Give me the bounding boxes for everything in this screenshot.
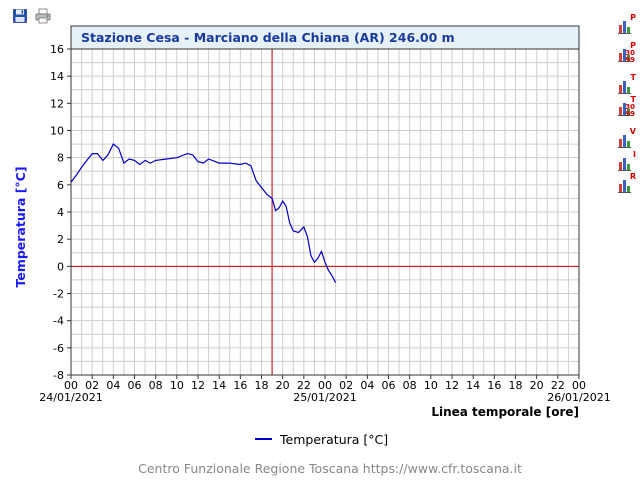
- x-axis-label: Linea temporale [ore]: [431, 405, 579, 419]
- bar-chart-icon: [618, 49, 631, 62]
- x-tick-label: 04: [106, 379, 120, 392]
- temperatura-button[interactable]: T: [618, 73, 636, 94]
- x-tick-label: 10: [170, 379, 184, 392]
- save-icon[interactable]: [12, 8, 28, 24]
- y-tick-label: 8: [57, 152, 64, 165]
- pressione-30-99-button[interactable]: P 30 99: [618, 41, 636, 64]
- y-tick-label: 0: [57, 260, 64, 273]
- x-tick-label: 06: [382, 379, 396, 392]
- x-tick-label: 20: [276, 379, 290, 392]
- y-tick-label: 12: [50, 97, 64, 110]
- x-tick-label: 10: [424, 379, 438, 392]
- date-label: 25/01/2021: [293, 391, 356, 404]
- vento-button[interactable]: V: [618, 127, 636, 148]
- x-tick-label: 02: [339, 379, 353, 392]
- footer-credit: Centro Funzionale Regione Toscana https:…: [138, 461, 522, 476]
- r-button[interactable]: R: [618, 172, 636, 193]
- y-tick-label: 10: [50, 125, 64, 138]
- x-tick-label: 04: [360, 379, 374, 392]
- x-tick-label: 00: [64, 379, 78, 392]
- side-button-sublabel: 30 99: [625, 103, 635, 118]
- bar-chart-icon: [618, 135, 631, 148]
- side-button-letter: P: [630, 41, 636, 50]
- side-button-letter: T: [630, 73, 636, 82]
- x-tick-label: 12: [445, 379, 459, 392]
- x-tick-label: 22: [297, 379, 311, 392]
- bar-chart-icon: [618, 180, 631, 193]
- side-button-sublabel: 30 99: [625, 49, 635, 64]
- bar-chart-icon: [618, 103, 631, 116]
- x-tick-label: 08: [149, 379, 163, 392]
- y-tick-label: 14: [50, 70, 64, 83]
- series-line-temperatura: [70, 143, 337, 283]
- y-tick-label: 6: [57, 179, 64, 192]
- y-tick-label: 2: [57, 233, 64, 246]
- y-tick-label: -6: [53, 342, 64, 355]
- x-tick-label: 20: [530, 379, 544, 392]
- chart-title: Stazione Cesa - Marciano della Chiana (A…: [81, 30, 455, 45]
- x-tick-label: 00: [572, 379, 586, 392]
- print-icon[interactable]: [35, 8, 51, 24]
- x-tick-label: 12: [191, 379, 205, 392]
- side-button-letter: R: [629, 172, 636, 181]
- y-tick-label: 4: [57, 206, 64, 219]
- side-button-letter: T: [630, 95, 636, 104]
- y-tick-label: -2: [53, 288, 64, 301]
- idro-button[interactable]: I: [618, 150, 636, 171]
- side-button-letter: V: [629, 127, 636, 136]
- y-tick-label: 16: [50, 43, 64, 56]
- temperatura-30-99-button[interactable]: T 30 99: [618, 95, 636, 118]
- x-tick-label: 18: [255, 379, 269, 392]
- x-tick-label: 06: [128, 379, 142, 392]
- y-tick-label: -4: [53, 315, 64, 328]
- side-button-letter: I: [633, 150, 636, 159]
- side-button-letter: P: [630, 13, 636, 22]
- date-label: 26/01/2021: [547, 391, 610, 404]
- x-tick-label: 16: [487, 379, 501, 392]
- bar-chart-icon: [618, 81, 631, 94]
- bar-chart-icon: [618, 158, 631, 171]
- x-tick-label: 14: [466, 379, 480, 392]
- x-tick-label: 02: [85, 379, 99, 392]
- bar-chart-icon: [618, 21, 631, 34]
- x-tick-label: 18: [509, 379, 523, 392]
- x-tick-label: 00: [318, 379, 332, 392]
- date-label: 24/01/2021: [39, 391, 102, 404]
- pressione-button[interactable]: P: [618, 13, 636, 34]
- temperature-chart: Stazione Cesa - Marciano della Chiana (A…: [13, 25, 611, 447]
- x-tick-label: 14: [212, 379, 226, 392]
- legend-label: Temperatura [°C]: [279, 432, 388, 447]
- x-tick-label: 08: [403, 379, 417, 392]
- x-tick-label: 22: [551, 379, 565, 392]
- y-tick-label: -8: [53, 369, 64, 382]
- x-tick-label: 16: [233, 379, 247, 392]
- y-axis-label: Temperatura [°C]: [13, 166, 28, 287]
